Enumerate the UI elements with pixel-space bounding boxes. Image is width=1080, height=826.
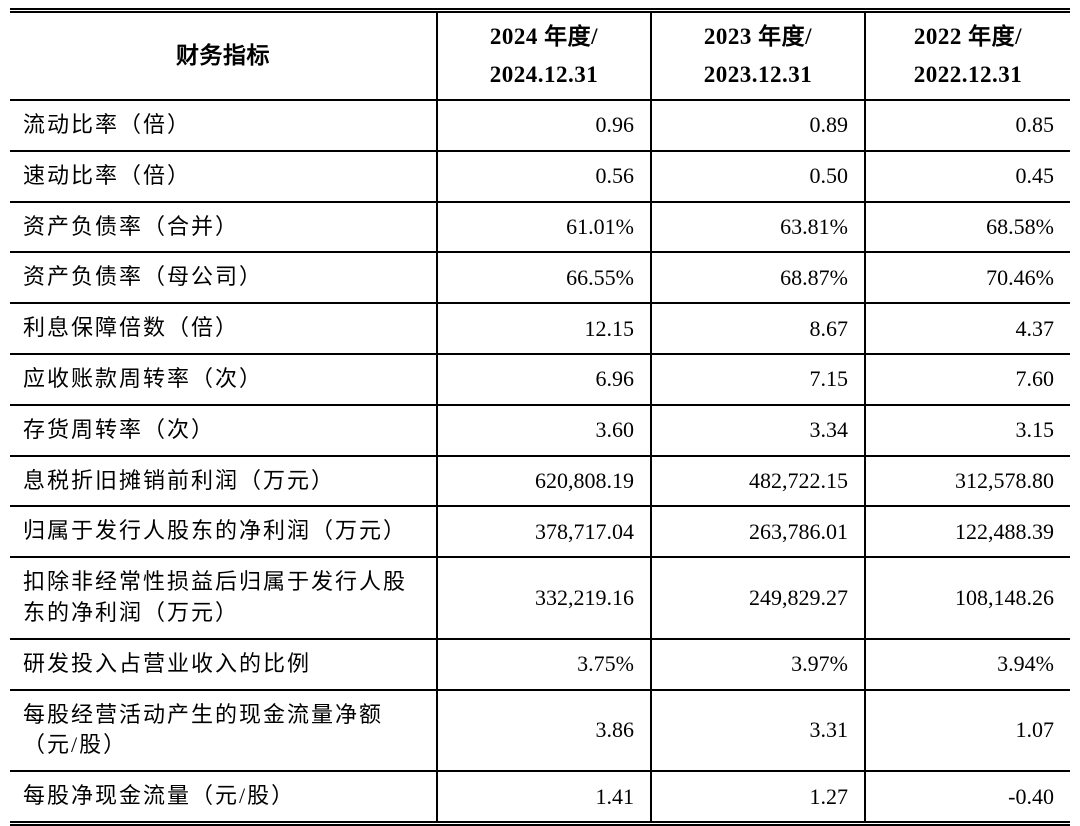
metric-value: 6.96	[436, 352, 651, 405]
table-row: 息税折旧摊销前利润（万元） 620,808.19 482,722.15 312,578…	[10, 454, 1070, 507]
metric-value: 3.60	[436, 403, 651, 456]
table-row: 每股净现金流量（元/股） 1.41 1.27 -0.40	[10, 770, 1070, 824]
metric-value: 61.01%	[436, 200, 651, 253]
metric-value: 0.89	[650, 99, 865, 151]
metric-value: 3.97%	[650, 637, 865, 690]
metric-value: 66.55%	[436, 251, 651, 304]
metric-value: 4.37	[864, 302, 1070, 354]
column-header-2024: 2024 年度/ 2024.12.31	[436, 10, 651, 100]
metric-value: 263,786.01	[650, 505, 865, 558]
metric-value: 3.94%	[864, 637, 1070, 690]
column-header-2023: 2023 年度/ 2023.12.31	[650, 10, 865, 100]
metric-value: 249,829.27	[650, 556, 865, 639]
table-row: 资产负债率（母公司） 66.55% 68.87% 70.46%	[10, 251, 1070, 304]
metric-value: 1.07	[864, 688, 1070, 772]
metric-label: 资产负债率（合并）	[10, 200, 437, 253]
metric-value: 3.31	[650, 688, 865, 772]
table-row: 归属于发行人股东的净利润（万元） 378,717.04 263,786.01 122,…	[10, 505, 1070, 558]
metric-label: 资产负债率（母公司）	[10, 251, 437, 304]
table-row: 应收账款周转率（次） 6.96 7.15 7.60	[10, 352, 1070, 405]
metric-value: 108,148.26	[864, 556, 1070, 639]
period-date-line: 2024.12.31	[489, 62, 599, 87]
metric-value: 482,722.15	[650, 454, 865, 507]
financial-metrics-table: 财务指标 2024 年度/ 2024.12.31 2023 年度/ 2023.1…	[10, 8, 1070, 826]
table-row: 每股经营活动产生的现金流量净额（元/股） 3.86 3.31 1.07	[10, 688, 1070, 772]
table-row: 存货周转率（次） 3.60 3.34 3.15	[10, 403, 1070, 456]
metric-value: 0.85	[864, 99, 1070, 151]
metric-value: 0.45	[864, 149, 1070, 202]
metric-value: 3.15	[864, 403, 1070, 456]
metric-label: 研发投入占营业收入的比例	[10, 637, 437, 690]
metric-label: 存货周转率（次）	[10, 403, 437, 456]
metric-value: 332,219.16	[436, 556, 651, 639]
metric-value: 70.46%	[864, 251, 1070, 304]
metric-value: 620,808.19	[436, 454, 651, 507]
metric-value: 3.75%	[436, 637, 651, 690]
metric-value: 7.60	[864, 352, 1070, 405]
metric-label: 扣除非经常性损益后归属于发行人股东的净利润（万元）	[10, 556, 437, 639]
table-row: 扣除非经常性损益后归属于发行人股东的净利润（万元） 332,219.16 249,8…	[10, 556, 1070, 639]
header-row: 财务指标 2024 年度/ 2024.12.31 2023 年度/ 2023.1…	[10, 10, 1070, 100]
metric-value: 0.50	[650, 149, 865, 202]
metric-value: 68.58%	[864, 200, 1070, 253]
metric-value: 3.34	[650, 403, 865, 456]
period-year-line: 2024 年度/	[489, 24, 599, 50]
table-row: 利息保障倍数（倍） 12.15 8.67 4.37	[10, 302, 1070, 354]
table-body: 流动比率（倍） 0.96 0.89 0.85 速动比率（倍） 0.56 0.50 0.45 资产…	[10, 99, 1070, 824]
metric-value: 1.27	[650, 770, 865, 824]
metric-label: 应收账款周转率（次）	[10, 352, 437, 405]
metric-value: 7.15	[650, 352, 865, 405]
period-year-line: 2023 年度/	[703, 24, 813, 50]
table-row: 研发投入占营业收入的比例 3.75% 3.97% 3.94%	[10, 637, 1070, 690]
metric-label: 每股经营活动产生的现金流量净额（元/股）	[10, 688, 437, 772]
period-year-line: 2022 年度/	[913, 24, 1023, 50]
column-header-2022: 2022 年度/ 2022.12.31	[864, 10, 1070, 100]
metric-value: 1.41	[436, 770, 651, 824]
metric-label: 息税折旧摊销前利润（万元）	[10, 454, 437, 507]
metric-value: 0.56	[436, 149, 651, 202]
table-row: 资产负债率（合并） 61.01% 63.81% 68.58%	[10, 200, 1070, 253]
metric-value: 378,717.04	[436, 505, 651, 558]
period-date-line: 2022.12.31	[913, 62, 1023, 87]
metric-label: 每股净现金流量（元/股）	[10, 770, 437, 824]
metric-value: 122,488.39	[864, 505, 1070, 558]
metric-label: 速动比率（倍）	[10, 149, 437, 202]
metric-value: 312,578.80	[864, 454, 1070, 507]
table-row: 流动比率（倍） 0.96 0.89 0.85	[10, 99, 1070, 151]
document-page: 财务指标 2024 年度/ 2024.12.31 2023 年度/ 2023.1…	[10, 8, 1070, 826]
metric-label: 流动比率（倍）	[10, 99, 437, 151]
metric-value: 3.86	[436, 688, 651, 772]
metric-label: 利息保障倍数（倍）	[10, 302, 437, 354]
column-header-metric: 财务指标	[176, 43, 270, 69]
metric-value: 8.67	[650, 302, 865, 354]
metric-label: 归属于发行人股东的净利润（万元）	[10, 505, 437, 558]
period-date-line: 2023.12.31	[703, 62, 813, 87]
metric-value: 0.96	[436, 99, 651, 151]
metric-value: 68.87%	[650, 251, 865, 304]
metric-value: 63.81%	[650, 200, 865, 253]
metric-value: 12.15	[436, 302, 651, 354]
table-row: 速动比率（倍） 0.56 0.50 0.45	[10, 149, 1070, 202]
metric-value: -0.40	[864, 770, 1070, 824]
